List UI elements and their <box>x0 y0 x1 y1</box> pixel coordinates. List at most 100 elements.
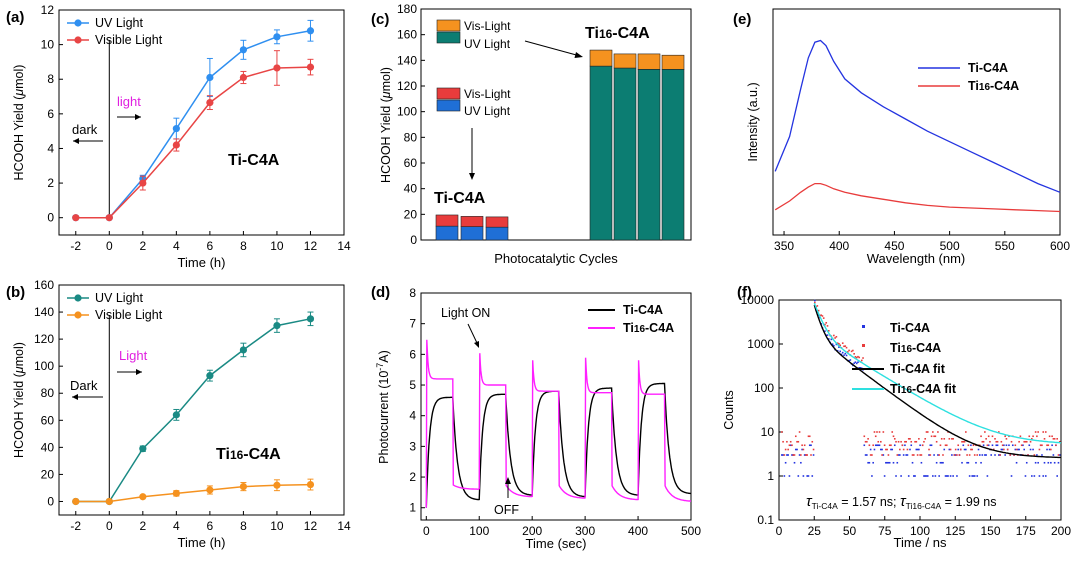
decay-point <box>1055 444 1057 447</box>
decay-point <box>848 349 850 352</box>
decay-point <box>838 346 840 349</box>
data-point <box>139 179 147 187</box>
group-label-part: 16 <box>599 27 613 41</box>
decay-point <box>912 475 915 477</box>
decay-point <box>882 454 885 456</box>
y-tick-label: 1 <box>409 501 416 515</box>
legend-label-part: -C4A <box>912 341 941 355</box>
decay-point <box>827 338 830 340</box>
arrow-head <box>505 477 511 484</box>
legend-label: Ti-C4A <box>623 303 663 317</box>
decay-point <box>814 301 816 304</box>
x-tick-label: 400 <box>628 524 648 538</box>
group-label-part: -C4A <box>612 25 650 42</box>
decay-point <box>968 454 971 456</box>
decay-point <box>949 475 952 477</box>
arrow-head <box>474 341 479 348</box>
decay-point <box>888 444 891 447</box>
y-tick-label: 0 <box>47 211 54 225</box>
legend-label: Vis-Light <box>464 87 511 101</box>
decay-point <box>930 444 933 447</box>
data-point <box>172 411 180 419</box>
decay-point <box>812 448 815 451</box>
decay-point <box>845 346 848 349</box>
decay-point <box>934 475 937 477</box>
x-tick-label: 500 <box>940 239 960 253</box>
legend-marker <box>74 311 82 319</box>
legend-label-part: Ti <box>623 321 634 335</box>
plot-frame-a <box>58 9 345 236</box>
decay-point <box>906 448 909 451</box>
legend-label: UV Light <box>464 37 511 51</box>
decay-point <box>953 454 956 456</box>
y-tick-label: 0 <box>47 494 54 508</box>
bar-uv <box>460 226 484 241</box>
decay-point <box>811 475 814 477</box>
decay-point <box>805 454 807 456</box>
decay-point <box>836 350 839 352</box>
decay-point <box>902 454 905 456</box>
arrow-head <box>72 394 78 400</box>
decay-point <box>871 475 873 477</box>
decay-point <box>866 440 868 443</box>
decay-point <box>919 454 921 456</box>
decay-point <box>1023 440 1025 443</box>
decay-point <box>962 440 965 443</box>
decay-point <box>1015 461 1018 464</box>
data-point <box>206 486 214 494</box>
decay-point <box>994 454 996 456</box>
light-on-label: Light ON <box>441 306 490 320</box>
bar-vis <box>637 53 661 70</box>
decay-point <box>886 461 888 464</box>
decay-point <box>890 448 892 451</box>
decay-point <box>998 431 1000 433</box>
decay-point <box>948 448 951 451</box>
legend-label-part: 16 <box>901 344 913 355</box>
decay-point <box>1018 440 1020 443</box>
decay-point <box>943 438 946 440</box>
decay-point <box>1014 444 1017 447</box>
y-axis-label-part: -7 <box>375 363 385 371</box>
decay-point <box>862 357 864 359</box>
decay-point <box>850 350 853 353</box>
decay-point <box>793 454 796 456</box>
tau-subscript: Ti-C4A <box>812 501 838 511</box>
x-tick-label: 2 <box>139 239 146 253</box>
legend-label: Visible Light <box>95 308 163 322</box>
decay-point <box>812 454 815 456</box>
decay-point <box>957 444 960 447</box>
decay-point <box>1052 438 1055 440</box>
data-point <box>172 124 180 133</box>
decay-point <box>857 355 859 358</box>
bar-uv <box>485 226 509 241</box>
bar-vis <box>661 54 685 70</box>
decay-point <box>797 440 800 443</box>
data-point <box>206 372 214 380</box>
decay-point <box>905 440 907 443</box>
decay-point <box>928 454 930 456</box>
x-axis-label: Photocatalytic Cycles <box>494 251 618 266</box>
y-axis-label-part: HCOOH Yield ( <box>12 95 26 181</box>
data-point <box>273 481 281 489</box>
y-tick-label: 4 <box>409 409 416 423</box>
panel-label: (e) <box>733 11 751 28</box>
decay-point <box>1014 448 1017 451</box>
decay-point <box>952 475 954 477</box>
decay-point <box>930 435 933 438</box>
decay-point <box>793 461 796 464</box>
decay-point <box>885 461 887 464</box>
decay-point <box>887 461 890 464</box>
arrow-head <box>136 369 142 375</box>
y-tick-label: 2 <box>409 470 416 484</box>
tau-subscript: Ti16-C4A <box>906 501 942 511</box>
data-point <box>105 214 113 222</box>
decay-point <box>880 440 882 443</box>
y-tick-label: 20 <box>404 207 418 221</box>
y-axis-label: HCOOH Yield (μmol) <box>379 67 393 183</box>
x-tick-label: -2 <box>70 239 81 253</box>
y-tick-label: 7 <box>409 317 416 331</box>
legend-swatch <box>436 99 461 112</box>
data-point <box>306 27 315 35</box>
decay-point <box>985 454 987 456</box>
decay-point <box>893 438 896 440</box>
